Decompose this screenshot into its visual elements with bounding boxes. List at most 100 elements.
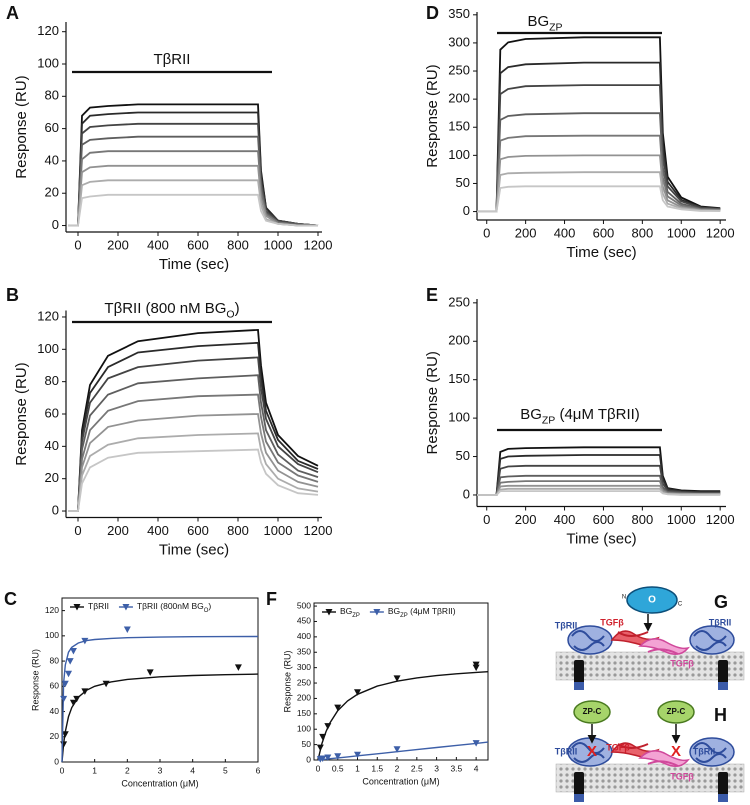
response-curve [68,432,319,512]
x-tick-label: 400 [147,523,169,538]
subscript: ZP [352,613,360,619]
diagram-label: TGFβ [600,617,624,627]
x-tick-label: 1200 [304,523,333,538]
y-tick-label: 50 [456,448,470,463]
subscript: O [226,308,234,320]
data-point [81,688,89,695]
y-axis-label: Response (RU) [13,362,30,465]
y-tick-label: 150 [448,371,470,386]
y-tick-label: 250 [448,294,470,309]
x-tick-label: 5 [223,765,228,775]
diagram-label: C [678,602,683,608]
y-axis-label: Response (RU) [30,649,40,711]
x-tick-label: 2 [125,765,130,775]
diagram-label: TβRII [555,746,578,756]
x-tick-label: 3.5 [450,763,462,773]
response-curve [68,111,319,227]
data-point [324,754,332,762]
legend-marker [373,609,381,616]
data-point [65,670,73,678]
y-tick-label: 200 [448,333,470,348]
x-tick-label: 1000 [667,225,696,240]
text-segment: TβRII (800nM BG [137,601,204,611]
response-curve [68,150,318,227]
x-tick-label: 1200 [304,237,333,252]
response-curve [68,413,319,512]
y-tick-label: 200 [297,693,311,703]
data-point [69,699,77,707]
x-tick-label: 800 [227,237,249,252]
x-tick-label: 600 [593,512,615,527]
x-tick-label: 1 [355,763,360,773]
data-point [123,626,131,634]
text-segment: BG [520,406,542,423]
response-curve [477,154,721,213]
data-point [472,661,480,669]
fit-curve [61,635,259,763]
legend-label: TβRII (800nM BGO) [137,601,211,613]
y-tick-label: 20 [50,731,60,741]
y-axis-label: Response (RU) [424,64,441,167]
diagram-label: TGFβ [670,771,694,781]
zp-c-domain [573,700,611,724]
response-curve [68,448,319,512]
y-tick-label: 0 [463,486,470,501]
text-segment: BG [340,606,352,616]
fit-curve [61,673,259,763]
y-tick-label: 50 [456,175,470,190]
annotation: TβRII [154,51,191,68]
diagram-label: TβRII [555,620,578,630]
legend-label: BGZP [340,606,360,618]
x-axis-label: Time (sec) [159,541,229,558]
x-tick-label: 0 [316,763,321,773]
complex-schematic [555,737,745,803]
panel-letter: C [4,589,17,609]
y-tick-label: 0 [54,756,59,766]
data-point [61,680,69,688]
diagram-label: TβRII [709,617,732,627]
x-axis-label: Concentration (μM) [121,778,198,788]
x-tick-label: 1000 [264,523,293,538]
data-point [102,680,110,688]
y-tick-label: 120 [37,308,59,323]
annotation: BGZP [527,13,562,33]
y-tick-label: 150 [448,119,470,134]
response-curve [68,179,318,227]
text-segment: ) [235,300,240,317]
x-tick-label: 600 [593,225,615,240]
text-segment: TβRII [154,51,191,68]
data-point [146,669,154,676]
y-tick-label: 80 [45,373,59,388]
diagram-label: TGFβ [670,658,694,668]
x-tick-label: 200 [107,523,129,538]
data-point [393,746,401,753]
subscript: ZP [549,21,562,33]
x-axis-label: Time (sec) [566,244,636,261]
x-tick-label: 3 [434,763,439,773]
annotation: BGZP (4μM TβRII) [520,406,640,426]
text-segment: TβRII [88,601,109,611]
legend-marker [325,609,333,616]
y-axis-label: Response (RU) [282,650,292,712]
y-tick-label: 120 [45,605,59,615]
x-tick-label: 1.5 [371,763,383,773]
text-segment: TβRII (800 nM BG [104,300,226,317]
x-tick-label: 1200 [706,225,735,240]
panel-letter: A [6,3,19,23]
data-point [319,755,327,762]
panel-letter: F [266,589,277,609]
y-tick-label: 400 [297,631,311,641]
response-curve [68,393,319,512]
x-tick-label: 4 [190,765,195,775]
response-curve [477,112,721,213]
y-tick-label: 0 [463,203,470,218]
diagram-label: ZP-C [667,707,686,716]
x-tick-label: 3 [158,765,163,775]
diagram-label: TβRII [693,746,716,756]
y-tick-label: 40 [45,438,59,453]
y-tick-label: 0 [52,217,59,232]
data-point [393,675,401,682]
data-point [234,664,242,671]
subscript: ZP [400,613,408,619]
y-tick-label: 0 [52,502,59,517]
